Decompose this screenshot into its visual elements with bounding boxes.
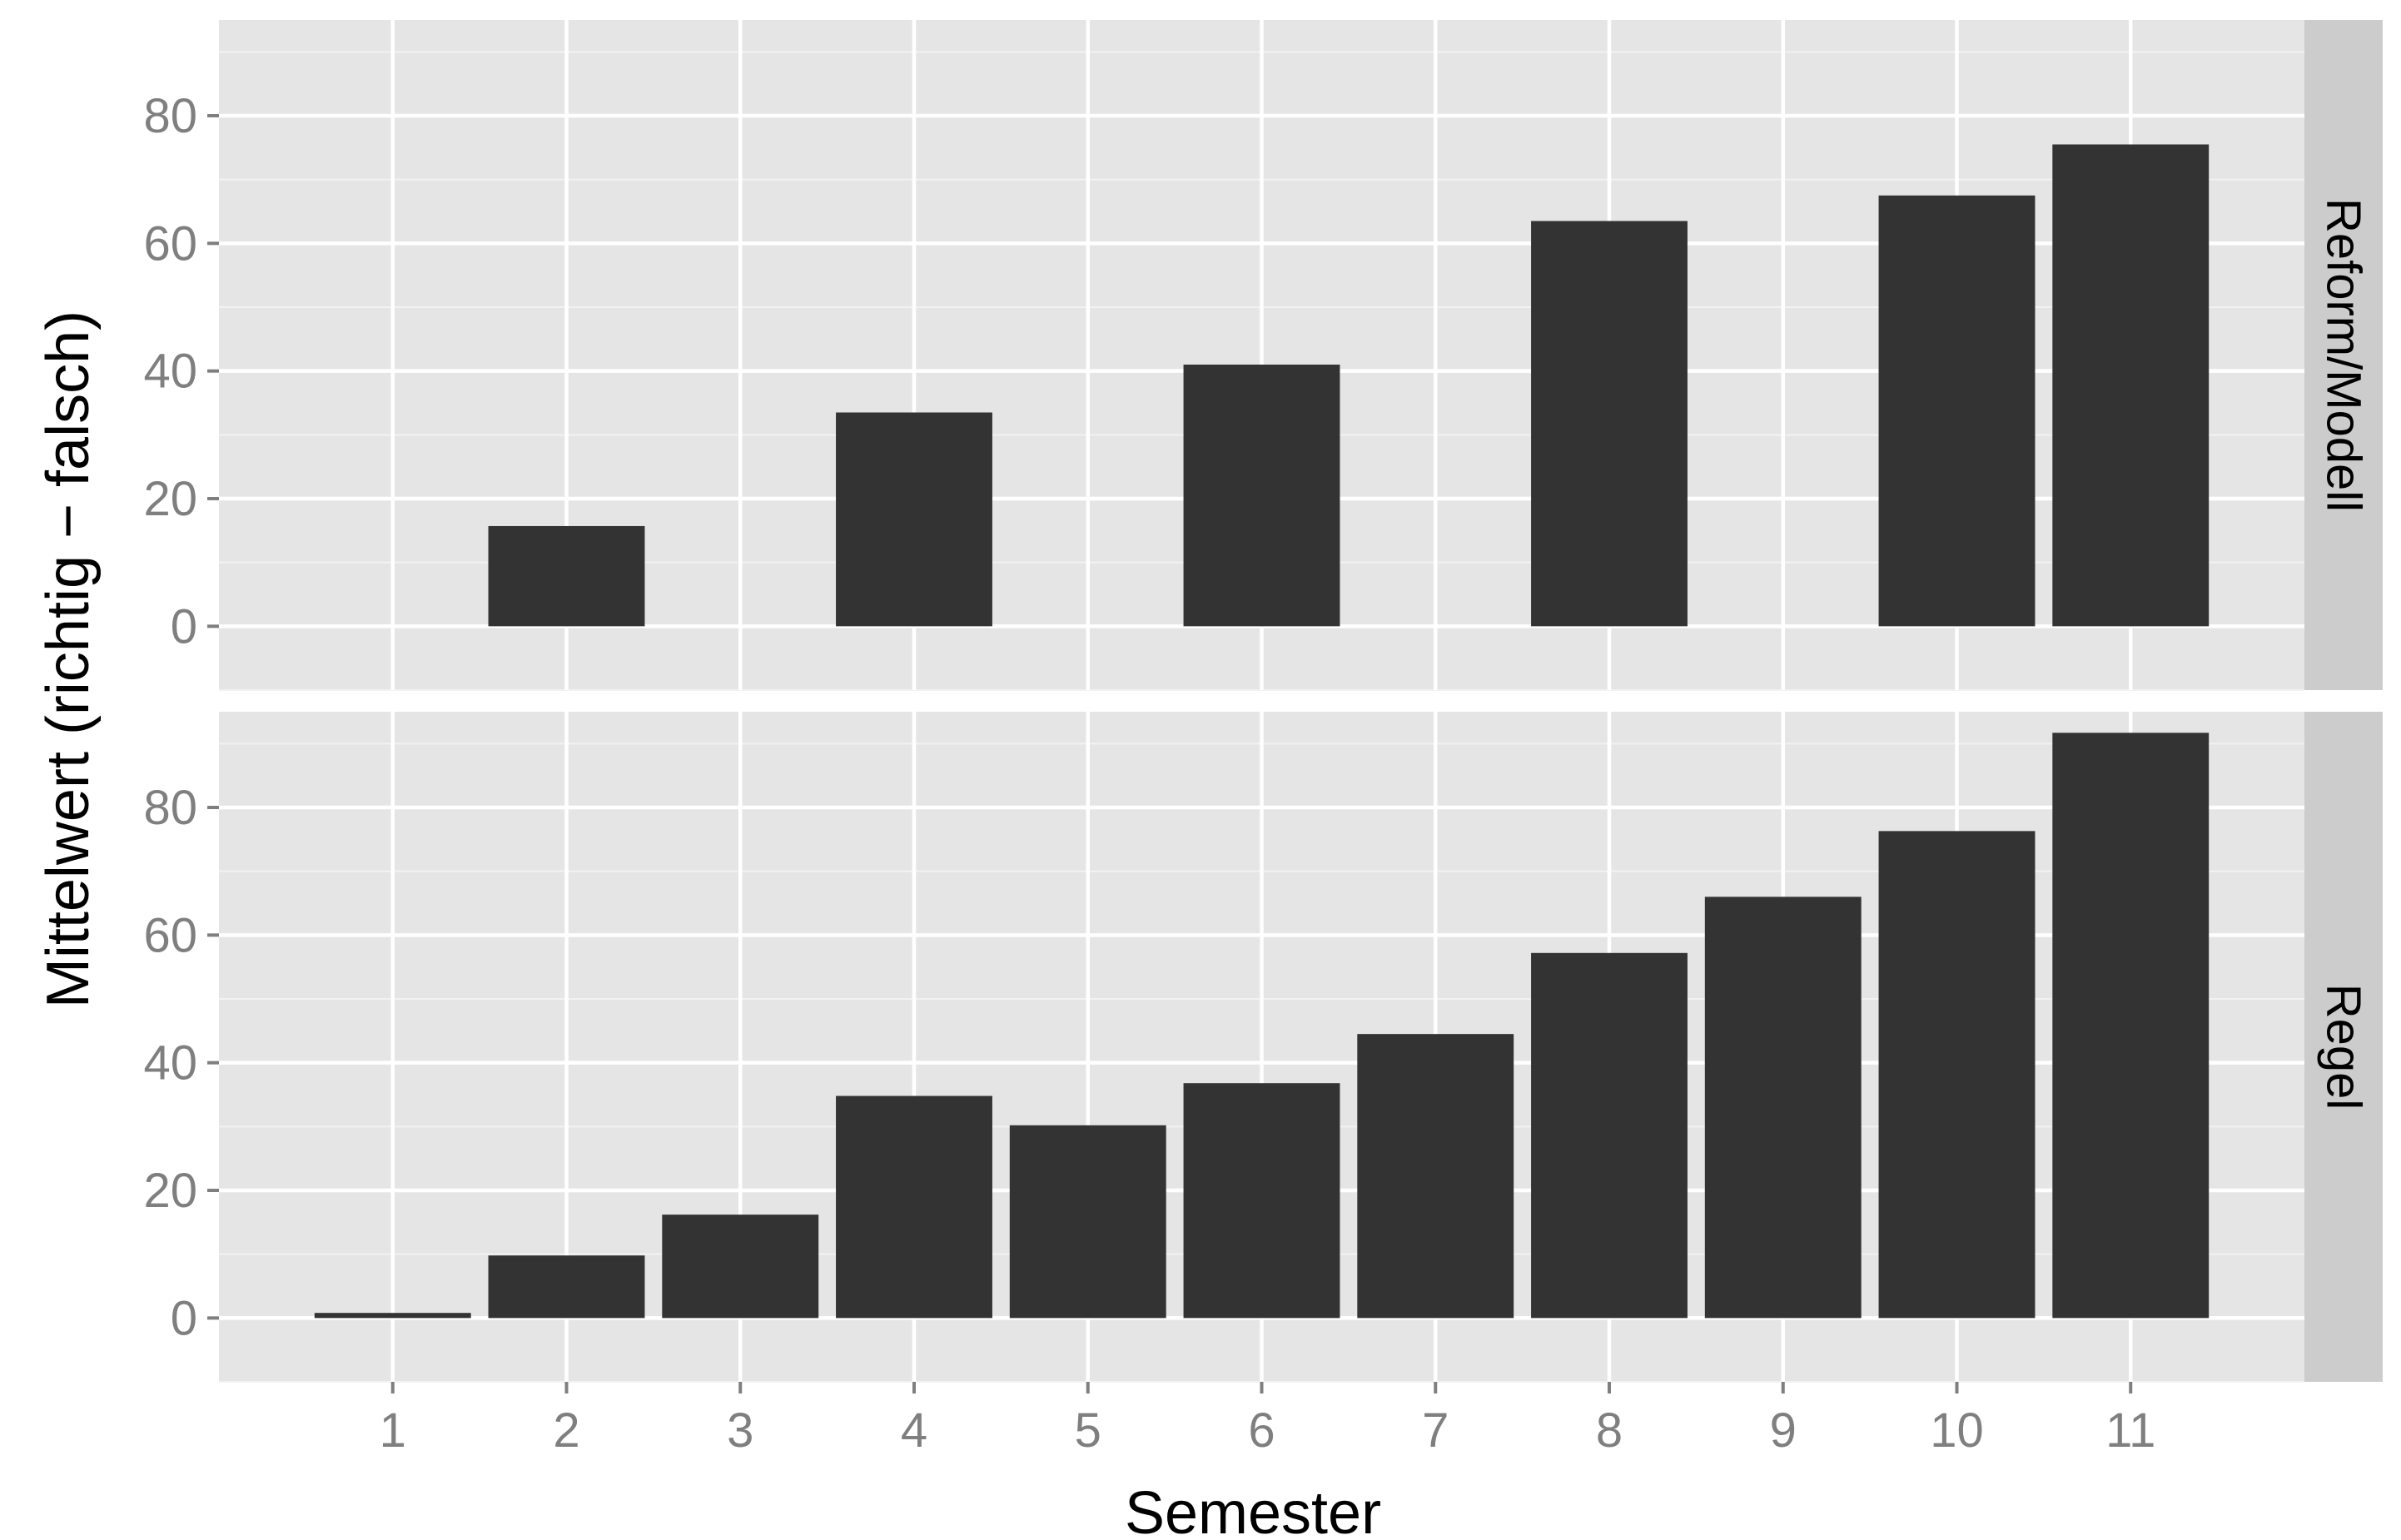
bar-regel-semester-9 bbox=[1704, 897, 1862, 1319]
y-tick-label: 0 bbox=[171, 1291, 197, 1345]
bar-regel-semester-6 bbox=[1183, 1083, 1340, 1319]
x-tick-label: 3 bbox=[727, 1403, 753, 1458]
bar-regel-semester-3 bbox=[662, 1215, 819, 1319]
x-tick-label: 11 bbox=[2105, 1403, 2155, 1458]
x-tick-label: 4 bbox=[901, 1403, 927, 1458]
y-tick-label: 20 bbox=[143, 472, 197, 526]
bar-regel-semester-1 bbox=[314, 1313, 471, 1319]
y-tick-label: 0 bbox=[171, 599, 197, 653]
facet-panel-2: 0 20 40 60 80 Regel bbox=[143, 712, 2383, 1383]
facet-panel-1: 0 20 40 60 80 Reform/Modell bbox=[143, 20, 2383, 691]
y-tick-label: 40 bbox=[143, 345, 197, 399]
bar-reform-modell-semester-10 bbox=[1878, 195, 2036, 627]
x-tick-label: 8 bbox=[1596, 1403, 1623, 1458]
bar-reform-modell-semester-6 bbox=[1183, 365, 1340, 627]
bar-regel-semester-2 bbox=[488, 1255, 645, 1319]
x-axis: 1 2 3 4 5 6 7 8 9 10 11 bbox=[380, 1382, 2155, 1458]
bar-regel-semester-7 bbox=[1357, 1034, 1514, 1319]
facet-panels: 0 20 40 60 80 Reform/Modell 0 20 40 60 80 Regel bbox=[143, 20, 2383, 1383]
x-tick-label: 9 bbox=[1770, 1403, 1797, 1458]
x-tick-label: 10 bbox=[1930, 1403, 1984, 1458]
x-tick-label: 2 bbox=[553, 1403, 579, 1458]
bar-reform-modell-semester-11 bbox=[2052, 144, 2210, 627]
bar-reform-modell-semester-4 bbox=[836, 412, 992, 627]
y-axis-title: Mittelwert (richtig − falsch) bbox=[35, 310, 102, 1008]
bar-regel-semester-10 bbox=[1878, 831, 2036, 1319]
x-tick-label: 6 bbox=[1248, 1403, 1275, 1458]
x-tick-label: 5 bbox=[1075, 1403, 1101, 1458]
facet-strip-label: Reform/Modell bbox=[2317, 198, 2371, 512]
bar-regel-semester-5 bbox=[1009, 1125, 1166, 1319]
bar-regel-semester-4 bbox=[836, 1095, 992, 1319]
facet-strip-label: Regel bbox=[2317, 984, 2371, 1110]
bar-reform-modell-semester-2 bbox=[488, 525, 645, 627]
facet-strip bbox=[2304, 712, 2383, 1382]
x-tick-label: 1 bbox=[380, 1403, 406, 1458]
y-tick-label: 60 bbox=[143, 216, 197, 271]
x-axis-title: Semester bbox=[1125, 1480, 1381, 1540]
bar-regel-semester-11 bbox=[2052, 733, 2210, 1319]
y-tick-label: 80 bbox=[143, 89, 197, 143]
bar-reform-modell-semester-8 bbox=[1531, 221, 1688, 627]
y-tick-label: 20 bbox=[143, 1164, 197, 1218]
y-tick-label: 40 bbox=[143, 1036, 197, 1090]
facet-strip bbox=[2304, 20, 2383, 690]
y-tick-label: 80 bbox=[143, 781, 197, 835]
x-tick-label: 7 bbox=[1422, 1403, 1449, 1458]
bar-regel-semester-8 bbox=[1531, 952, 1688, 1319]
y-tick-label: 60 bbox=[143, 908, 197, 962]
